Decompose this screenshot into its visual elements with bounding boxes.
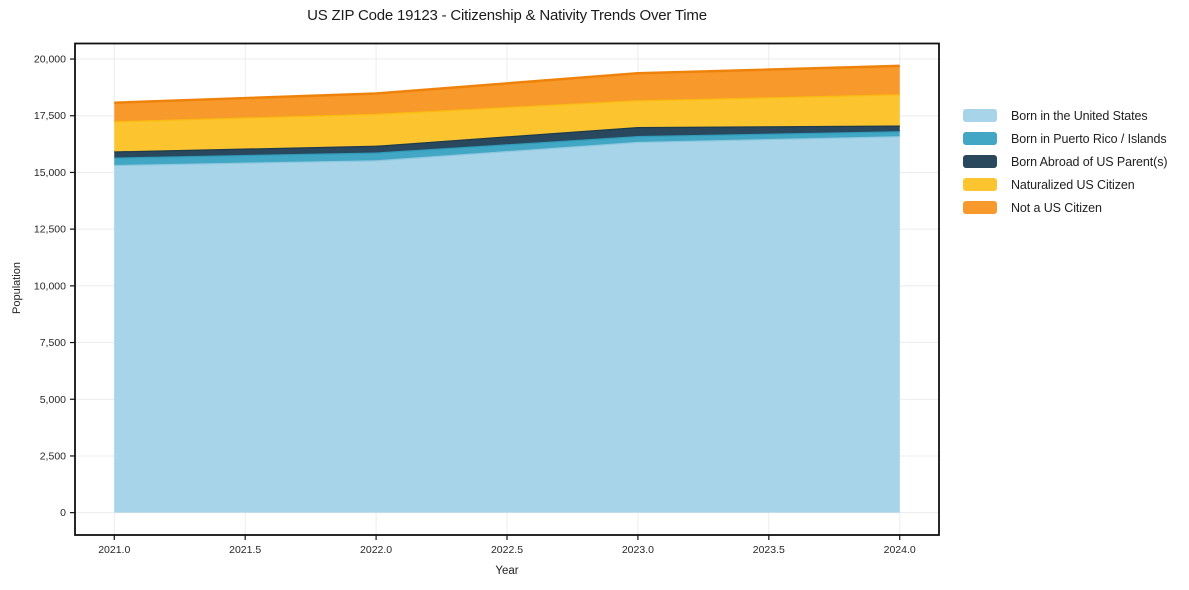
legend-swatch-icon <box>963 132 997 145</box>
y-axis-label: Population <box>11 262 23 314</box>
legend-label: Born Abroad of US Parent(s) <box>1011 154 1168 169</box>
legend-item-naturalized-us-citizen: Naturalized US Citizen <box>963 173 1167 196</box>
legend-label: Born in Puerto Rico / Islands <box>1011 131 1167 146</box>
x-tick-label: 2023.0 <box>622 544 654 556</box>
y-tick-label: 5,000 <box>40 394 66 406</box>
x-tick-label: 2024.0 <box>884 544 916 556</box>
y-tick-label: 10,000 <box>34 280 66 292</box>
y-tick-label: 12,500 <box>34 224 66 236</box>
y-tick-label: 20,000 <box>34 54 66 66</box>
chart-title: US ZIP Code 19123 - Citizenship & Nativi… <box>307 7 707 24</box>
legend: Born in the United States Born in Puerto … <box>963 104 1168 219</box>
area-born-in-puerto-rico-islands <box>114 131 900 165</box>
y-tick-label: 15,000 <box>34 167 66 179</box>
legend-label: Born in the United States <box>1011 108 1148 123</box>
y-tick-label: 17,500 <box>34 110 66 122</box>
legend-label: Naturalized US Citizen <box>1011 177 1135 192</box>
legend-item-born-in-the-united-states: Born in the United States <box>963 104 1167 127</box>
x-tick-label: 2021.5 <box>229 544 261 556</box>
area-born-abroad-of-us-parent-s <box>114 125 900 158</box>
x-tick-label: 2022.0 <box>360 544 392 556</box>
y-tick-label: 2,500 <box>40 450 66 462</box>
legend-swatch-icon <box>963 109 997 122</box>
legend-label: Not a US Citizen <box>1011 200 1102 215</box>
legend-item-not-a-us-citizen: Not a US Citizen <box>963 196 1167 219</box>
x-tick-label: 2022.5 <box>491 544 523 556</box>
x-tick-label: 2023.5 <box>753 544 785 556</box>
y-tick-label: 0 <box>60 507 66 519</box>
area-not-a-us-citizen <box>114 65 900 122</box>
legend-swatch-icon <box>963 178 997 191</box>
y-tick-label: 7,500 <box>40 337 66 349</box>
legend-swatch-icon <box>963 155 997 168</box>
legend-item-born-abroad-of-us-parent-s: Born Abroad of US Parent(s) <box>963 150 1168 173</box>
area-naturalized-us-citizen <box>114 94 900 152</box>
legend-item-born-in-puerto-rico-islands: Born in Puerto Rico / Islands <box>963 127 1167 150</box>
area-edge-not-a-us-citizen <box>114 64 900 104</box>
x-axis-label: Year <box>495 565 519 577</box>
x-tick-label: 2021.0 <box>98 544 130 556</box>
area-born-in-the-united-states <box>114 136 900 513</box>
legend-swatch-icon <box>963 201 997 214</box>
